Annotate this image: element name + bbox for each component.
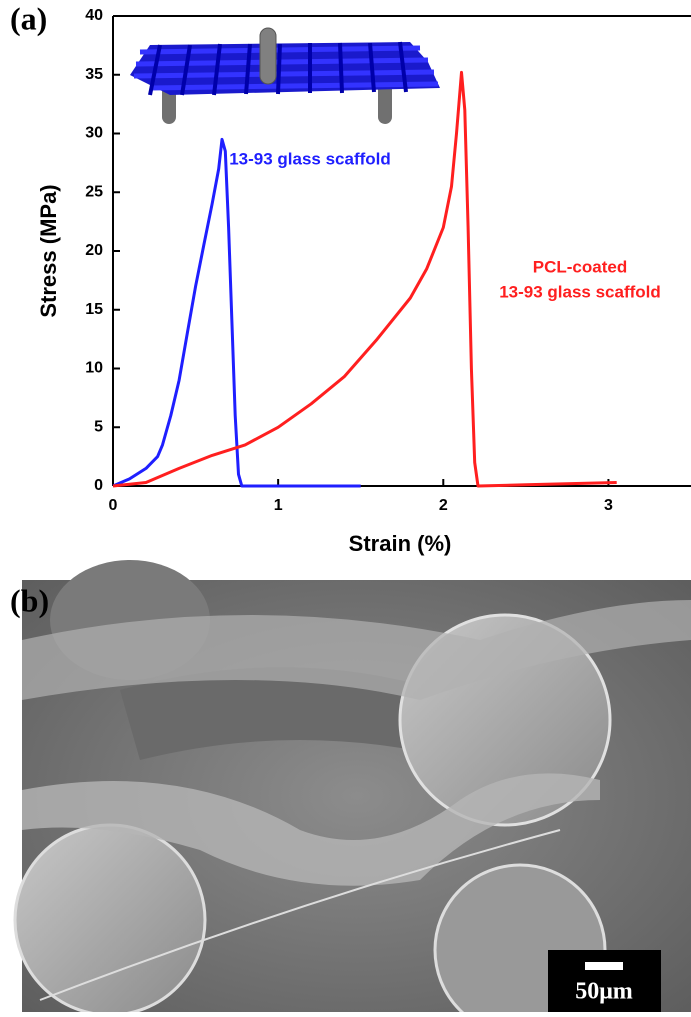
y-tick-label: 25: [85, 183, 103, 200]
y-tick-label: 35: [85, 66, 103, 83]
y-axis-label: Stress (MPa): [36, 184, 61, 317]
y-tick-label: 20: [85, 242, 103, 259]
panel-label: (b): [10, 582, 49, 618]
y-tick-label: 40: [85, 7, 103, 24]
data-line: [112, 70, 617, 488]
panel-label: (a): [10, 0, 47, 36]
x-tick-label: 1: [274, 497, 283, 514]
y-tick-label: 30: [85, 125, 103, 142]
data-line: [112, 137, 361, 488]
x-tick-label: 2: [439, 497, 448, 514]
x-tick-label: 0: [109, 497, 118, 514]
y-tick-label: 15: [85, 301, 103, 318]
sem-image: 50μm: [13, 560, 691, 1017]
annotation: PCL-coated: [533, 257, 627, 276]
y-tick-label: 5: [94, 418, 103, 435]
scale-bar-label: 50μm: [575, 979, 633, 1005]
y-tick-label: 0: [94, 477, 103, 494]
y-tick-label: 10: [85, 360, 103, 377]
x-axis-label: Strain (%): [349, 531, 452, 556]
x-tick-label: 3: [604, 497, 613, 514]
scaffold-inset: [130, 27, 440, 124]
annotation: 13-93 glass scaffold: [499, 282, 661, 301]
annotation: 13-93 glass scaffold: [229, 149, 391, 168]
